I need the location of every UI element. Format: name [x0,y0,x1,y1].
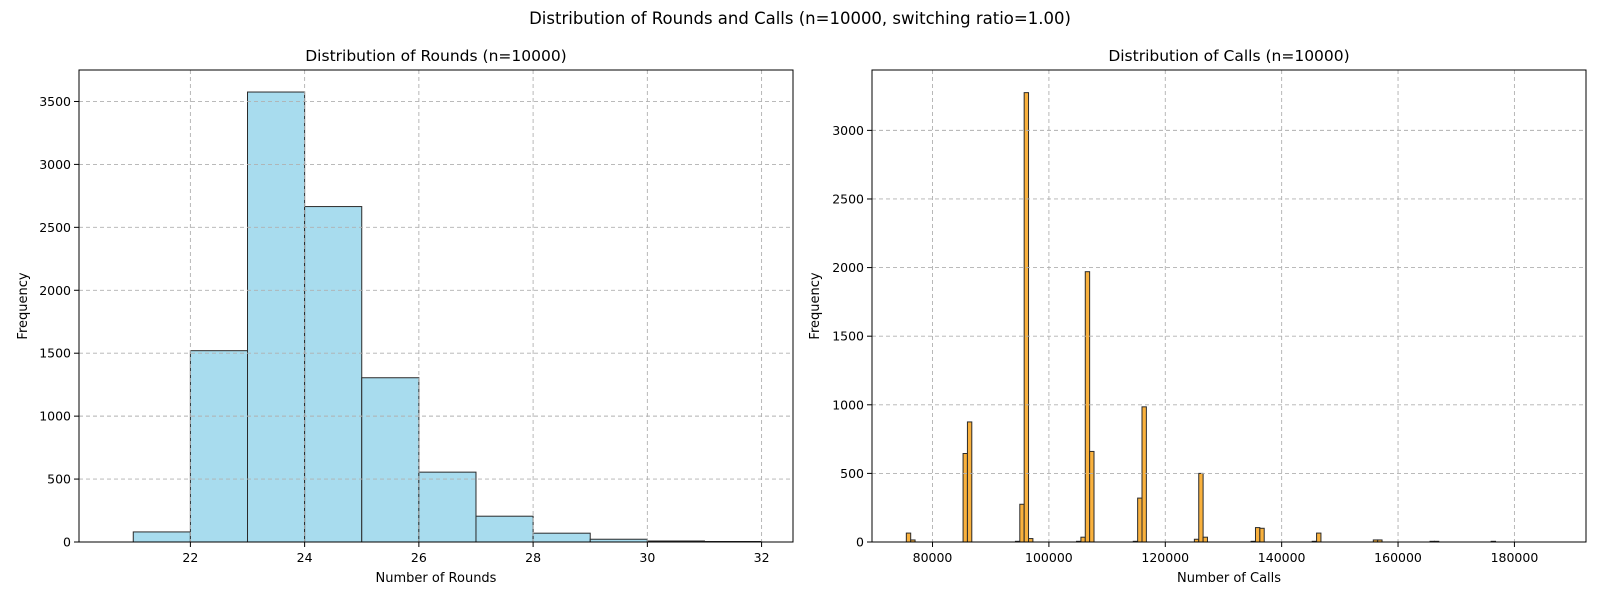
rounds-chart-title: Distribution of Rounds (n=10000) [305,47,566,65]
calls-histogram-bar [1023,92,1030,543]
rounds-histogram-bar [532,532,591,543]
calls-y-axis-label: Frequency [808,272,823,339]
calls-histogram-bar [1028,538,1034,543]
calls-x-tick-label: 100000 [1025,550,1073,565]
calls-y-tick-label: 500 [840,466,864,481]
rounds-y-tick-label: 1500 [39,346,71,361]
rounds-x-tick-label: 24 [297,550,313,565]
rounds-histogram-bar [247,91,306,543]
figure-suptitle: Distribution of Rounds and Calls (n=1000… [529,9,1071,28]
calls-x-axis-label: Number of Calls [1177,571,1281,586]
calls-histogram-bar [966,421,973,543]
rounds-y-tick-label: 2500 [39,220,71,235]
calls-histogram-bar [1202,536,1208,543]
rounds-y-tick-label: 2000 [39,283,71,298]
calls-y-tick-label: 2000 [832,260,864,275]
rounds-x-tick-label: 32 [754,550,770,565]
rounds-x-tick-label: 30 [639,550,655,565]
rounds-y-tick-label: 3000 [39,157,71,172]
calls-histogram-bar [1084,271,1091,543]
calls-plot-frame [871,69,1587,543]
calls-histogram-bar [1259,527,1265,543]
calls-y-tick-label: 0 [856,535,864,550]
calls-histogram-bar [1254,527,1261,543]
calls-histogram-bar [1137,497,1143,543]
calls-grid [872,70,1586,543]
rounds-y-tick-label: 1000 [39,409,71,424]
calls-chart-title: Distribution of Calls (n=10000) [1108,47,1349,65]
calls-histogram-bar [1019,503,1025,543]
calls-histogram-bar [1080,536,1086,543]
rounds-histogram-bar [132,531,191,543]
calls-histogram-bar [962,453,968,543]
rounds-histogram-panel: Distribution of Rounds (n=10000) Number … [16,47,794,586]
calls-x-tick-label: 80000 [913,550,953,565]
calls-y-tick-label: 3000 [832,123,864,138]
rounds-y-tick-label: 3500 [39,94,71,109]
rounds-grid [79,70,793,543]
calls-y-tick-label: 1500 [832,329,864,344]
calls-histogram-bar [1198,472,1204,543]
rounds-plot-frame [78,69,794,543]
rounds-histogram-bar [361,377,420,543]
rounds-histogram-bar [418,471,477,543]
rounds-x-axis-label: Number of Rounds [376,571,497,586]
rounds-histogram-bar [189,350,249,543]
calls-histogram-bar [1316,532,1322,543]
calls-bars [905,92,1497,543]
rounds-histogram-bar [475,515,534,543]
calls-y-tick-label: 1000 [832,397,864,412]
rounds-y-axis-label: Frequency [16,272,31,339]
rounds-y-tick-label: 0 [63,535,71,550]
calls-x-tick-label: 160000 [1374,550,1422,565]
calls-x-tick-label: 120000 [1141,550,1189,565]
rounds-x-tick-label: 22 [182,550,198,565]
rounds-y-tick-label: 500 [47,472,71,487]
calls-x-tick-label: 180000 [1491,550,1539,565]
rounds-histogram-bar [304,206,363,543]
calls-histogram-bar [905,532,912,543]
calls-x-tick-label: 140000 [1258,550,1306,565]
rounds-x-tick-label: 28 [525,550,541,565]
calls-histogram-bar [1141,406,1147,543]
calls-y-tick-label: 2500 [832,191,864,206]
calls-histogram-panel: Distribution of Calls (n=10000) Number o… [808,47,1587,586]
calls-histogram-bar [1089,450,1095,543]
rounds-x-tick-label: 26 [411,550,427,565]
rounds-bars [132,91,763,543]
